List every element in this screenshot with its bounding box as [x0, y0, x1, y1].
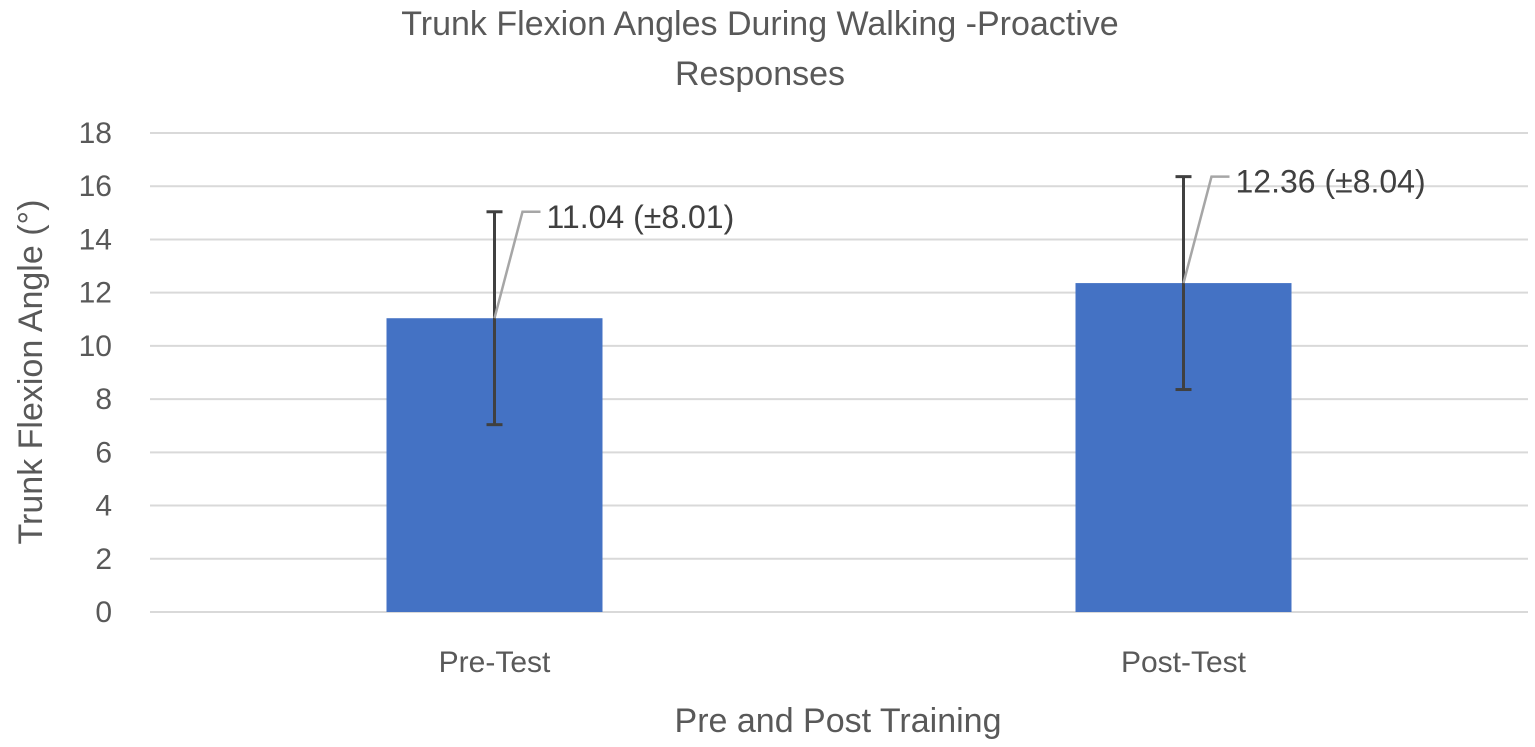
y-tick-label: 2 [95, 543, 112, 576]
y-tick-label: 12 [79, 277, 112, 310]
y-axis-title: Trunk Flexion Angle (°) [12, 200, 50, 545]
data-label-leader [493, 210, 541, 319]
y-tick-label: 8 [95, 383, 112, 416]
chart-title-line-2: Responses [675, 55, 845, 93]
y-tick-label: 4 [95, 490, 112, 523]
y-tick-label: 6 [95, 436, 112, 469]
bars [386, 283, 1292, 612]
y-tick-label: 10 [79, 330, 112, 363]
y-tick-label: 0 [95, 596, 112, 629]
x-tick-label: Pre-Test [439, 646, 551, 679]
data-labels: 11.04 (±8.01) 12.36 (±8.04) [493, 164, 1426, 319]
x-tick-label: Post-Test [1121, 646, 1247, 679]
data-label: 11.04 (±8.01) [547, 199, 735, 235]
x-axis-ticks: Pre-Test Post-Test [439, 646, 1247, 679]
chart-title-line-1: Trunk Flexion Angles During Walking -Pro… [401, 5, 1118, 43]
data-label: 12.36 (±8.04) [1236, 164, 1426, 200]
x-axis-title: Pre and Post Training [675, 702, 1002, 740]
data-label-leader [1182, 175, 1230, 284]
y-tick-label: 18 [79, 117, 112, 150]
y-tick-label: 16 [79, 170, 112, 203]
y-axis-ticks: 0 2 4 6 8 10 12 14 16 18 [79, 117, 112, 629]
y-tick-label: 14 [79, 223, 112, 256]
gridlines [150, 132, 1528, 613]
